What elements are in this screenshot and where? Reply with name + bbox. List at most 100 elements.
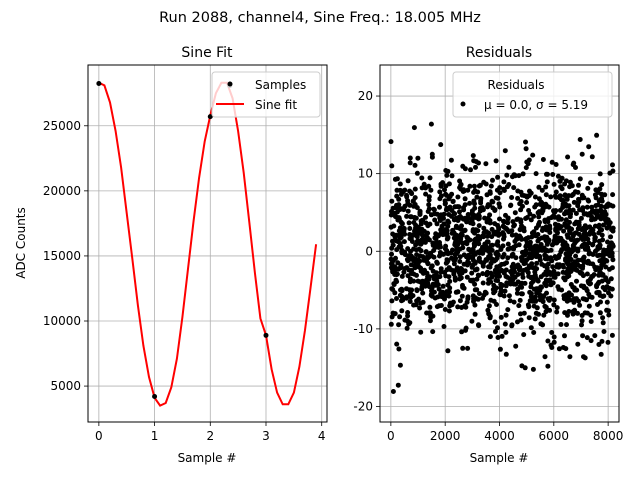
residual-point bbox=[551, 302, 557, 308]
residual-point bbox=[415, 224, 421, 230]
y-tick-label: 20000 bbox=[43, 184, 81, 198]
residual-point bbox=[388, 224, 394, 230]
residual-point bbox=[389, 198, 395, 204]
residual-point bbox=[398, 234, 404, 240]
residual-point bbox=[483, 245, 489, 251]
residual-point bbox=[515, 216, 521, 222]
residual-point bbox=[437, 215, 443, 221]
residual-point bbox=[606, 223, 612, 229]
residual-point bbox=[551, 268, 557, 274]
residual-point bbox=[601, 329, 607, 334]
residual-point bbox=[402, 203, 408, 209]
residual-point bbox=[567, 230, 573, 236]
residual-point bbox=[457, 298, 463, 304]
residual-point bbox=[602, 192, 608, 198]
residual-point bbox=[461, 228, 467, 234]
residual-point bbox=[590, 241, 596, 247]
residual-point bbox=[553, 189, 559, 195]
residual-point bbox=[530, 152, 536, 158]
residual-point bbox=[462, 196, 468, 202]
residual-point bbox=[573, 211, 579, 216]
residual-point bbox=[586, 240, 592, 246]
residual-point bbox=[606, 312, 612, 318]
residual-point bbox=[507, 298, 513, 304]
residual-point bbox=[598, 270, 603, 276]
residual-point bbox=[445, 348, 451, 354]
residual-point bbox=[459, 329, 465, 335]
residual-point bbox=[551, 208, 556, 214]
residual-point bbox=[471, 296, 477, 302]
residual-point bbox=[443, 250, 449, 256]
residual-point bbox=[557, 178, 563, 184]
residual-point bbox=[595, 209, 601, 215]
residual-point bbox=[414, 287, 420, 293]
residual-point bbox=[543, 304, 549, 310]
residual-point bbox=[565, 259, 571, 265]
residual-point bbox=[552, 214, 558, 220]
residual-point bbox=[604, 202, 610, 208]
x-tick-label: 1 bbox=[151, 429, 159, 443]
legend-stats-label: μ = 0.0, σ = 5.19 bbox=[484, 98, 588, 112]
residual-point bbox=[425, 261, 431, 267]
residual-point bbox=[464, 274, 470, 280]
residual-point bbox=[503, 274, 509, 279]
residual-point bbox=[429, 253, 434, 259]
residual-point bbox=[581, 285, 587, 291]
residual-point bbox=[480, 280, 486, 286]
residual-point bbox=[394, 271, 400, 277]
residual-point bbox=[607, 285, 613, 291]
residual-point bbox=[569, 183, 575, 189]
residual-point bbox=[543, 184, 549, 190]
residual-point bbox=[476, 223, 482, 229]
residual-point bbox=[566, 309, 572, 314]
residual-point bbox=[521, 228, 527, 234]
residual-point bbox=[464, 299, 470, 305]
residual-point bbox=[497, 216, 502, 222]
residual-point bbox=[453, 223, 459, 229]
residual-point bbox=[563, 251, 569, 257]
residual-point bbox=[503, 351, 509, 357]
residual-point bbox=[469, 264, 475, 270]
residual-point bbox=[571, 299, 577, 305]
residual-point bbox=[476, 257, 482, 262]
residual-point bbox=[597, 186, 603, 192]
residual-point bbox=[586, 303, 592, 309]
residual-point bbox=[459, 293, 465, 299]
residual-point bbox=[518, 189, 524, 195]
residual-point bbox=[488, 297, 494, 303]
residual-point bbox=[577, 137, 583, 142]
residual-point bbox=[578, 215, 584, 221]
residual-point bbox=[597, 171, 603, 177]
residual-point bbox=[510, 251, 516, 257]
residual-point bbox=[548, 282, 554, 288]
residual-point bbox=[423, 249, 429, 255]
residual-point bbox=[604, 299, 610, 305]
residual-point bbox=[462, 166, 468, 172]
residual-point bbox=[437, 189, 443, 195]
residual-point bbox=[470, 227, 476, 233]
residual-point bbox=[447, 194, 453, 199]
residual-point bbox=[593, 203, 599, 209]
residual-point bbox=[576, 182, 581, 188]
residual-point bbox=[494, 302, 499, 307]
residual-point bbox=[470, 257, 476, 263]
residual-point bbox=[458, 186, 464, 192]
residual-point bbox=[450, 198, 456, 204]
residual-point bbox=[579, 207, 585, 213]
residual-point bbox=[489, 247, 495, 253]
residual-point bbox=[561, 228, 567, 234]
residual-point bbox=[396, 244, 402, 250]
residual-point bbox=[414, 298, 420, 304]
residual-point bbox=[556, 286, 562, 292]
residual-point bbox=[491, 258, 497, 264]
residual-point bbox=[516, 242, 522, 248]
residual-point bbox=[444, 231, 450, 237]
residual-point bbox=[498, 314, 504, 320]
residual-point bbox=[597, 226, 603, 232]
residual-point bbox=[540, 157, 546, 162]
residual-point bbox=[485, 280, 491, 286]
residual-point bbox=[575, 310, 580, 316]
residual-point bbox=[399, 273, 405, 279]
residual-point bbox=[519, 284, 525, 290]
residual-point bbox=[461, 252, 467, 258]
